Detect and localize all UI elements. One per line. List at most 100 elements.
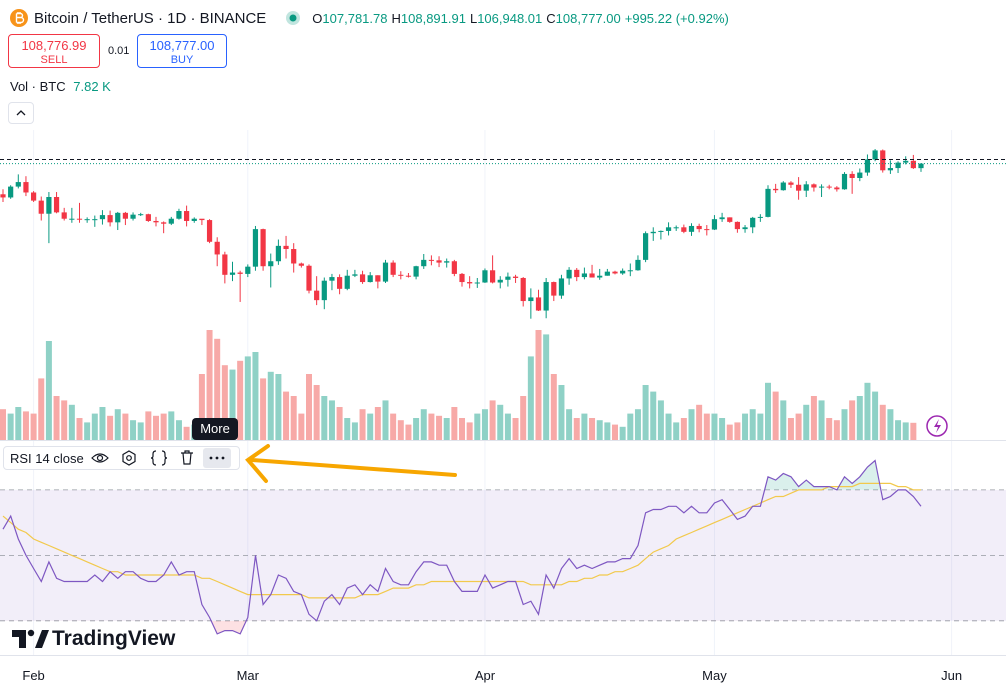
x-tick-label: Mar (237, 668, 260, 683)
volume-bar (841, 409, 848, 440)
volume-bar (38, 378, 45, 440)
volume-bar (229, 369, 236, 440)
candle-body (321, 280, 327, 301)
candle-body (8, 186, 14, 198)
volume-bar (107, 415, 114, 440)
candle-body (421, 259, 427, 267)
volume-bar (864, 382, 871, 440)
volume-bar (99, 407, 106, 440)
sell-button[interactable]: 108,776.99 SELL (8, 34, 100, 68)
volume-bar (520, 396, 527, 440)
volume-bar (795, 413, 802, 440)
candle-body (444, 261, 450, 263)
volume-bar (15, 407, 22, 440)
candle-body (314, 290, 320, 301)
volume-bar (787, 418, 794, 440)
candle-body (864, 159, 871, 173)
volume-bar (206, 330, 213, 440)
candle-body (260, 229, 266, 267)
candle-body (298, 263, 304, 266)
candle-body (99, 215, 106, 220)
candle-body (742, 227, 748, 230)
volume-bar (451, 407, 458, 440)
candle-body (627, 270, 633, 272)
volume-bar (214, 338, 221, 440)
candle-body (436, 260, 442, 263)
volume-bar (321, 396, 328, 440)
collapse-icon (16, 110, 26, 116)
x-tick-label: Feb (22, 668, 44, 683)
logo-text: TradingView (52, 627, 176, 650)
candle-body (505, 276, 511, 280)
volume-bar (535, 330, 542, 440)
candle-body (306, 265, 312, 291)
volume-bar (183, 426, 190, 440)
candle-body (811, 184, 817, 188)
candle-body (390, 262, 396, 275)
ohlc-values: O107,781.78 H108,891.91 L106,948.01 C108… (312, 11, 729, 26)
volume-bar (175, 420, 182, 440)
candle-body (237, 272, 243, 274)
candle-body (375, 275, 381, 282)
rsi-label: RSI 14 close (10, 451, 84, 466)
volume-bar (45, 341, 52, 440)
candle-body (903, 160, 909, 163)
volume-bar (849, 400, 856, 440)
candle-body (650, 231, 656, 234)
remove-button[interactable] (181, 450, 193, 465)
volume-bar (436, 415, 443, 440)
volume-bar (512, 418, 519, 440)
candle-body (474, 282, 480, 284)
ohlc-low: L106,948.01 (470, 11, 542, 26)
candle-body (910, 160, 916, 169)
volume-bar (267, 371, 274, 440)
volume-bar (726, 424, 733, 440)
candle-body (191, 218, 197, 221)
alert-button[interactable] (926, 415, 948, 437)
volume-bar (382, 400, 389, 440)
volume-bar (275, 374, 282, 440)
candle-body (643, 233, 649, 260)
volume-bar (872, 391, 879, 440)
candle-body (206, 220, 213, 242)
volume-bar (895, 420, 902, 440)
ohlc-close: C108,777.00 (546, 11, 620, 26)
arrow-head (245, 444, 270, 483)
volume-bar (367, 413, 374, 440)
x-tick-label: Apr (475, 668, 496, 683)
candle-body (757, 216, 763, 218)
candle-body (161, 222, 167, 224)
candle-body (734, 221, 740, 230)
candle-body (467, 282, 473, 284)
more-button[interactable] (203, 448, 231, 468)
volume-bar (833, 420, 840, 440)
ohlc-high: H108,891.91 (392, 11, 466, 26)
volume-bar (306, 374, 312, 440)
settings-button[interactable] (122, 450, 136, 466)
volume-legend: Vol · BTC 7.82 K (10, 79, 111, 94)
visibility-button[interactable] (91, 453, 109, 463)
candle-body (589, 273, 595, 278)
legend-icons (91, 448, 231, 468)
candle-body (604, 271, 610, 276)
volume-bar (336, 407, 343, 440)
source-code-button[interactable] (150, 450, 168, 466)
collapse-button[interactable] (8, 102, 34, 124)
volume-bar (405, 424, 412, 440)
volume-bar (673, 422, 680, 440)
volume-bar (298, 413, 305, 440)
candle-body (291, 249, 297, 264)
candle-body (612, 271, 618, 274)
volume-bar (527, 356, 534, 440)
volume-bar (879, 404, 886, 440)
volume-bar (612, 424, 618, 440)
candle-body (597, 275, 603, 278)
candle-body (15, 182, 21, 187)
buy-button[interactable]: 108,777.00 BUY (137, 34, 227, 68)
candle-body (711, 219, 718, 230)
candle-body (482, 270, 488, 283)
volume-bar (856, 396, 863, 440)
spread: 0.01 (108, 45, 130, 57)
